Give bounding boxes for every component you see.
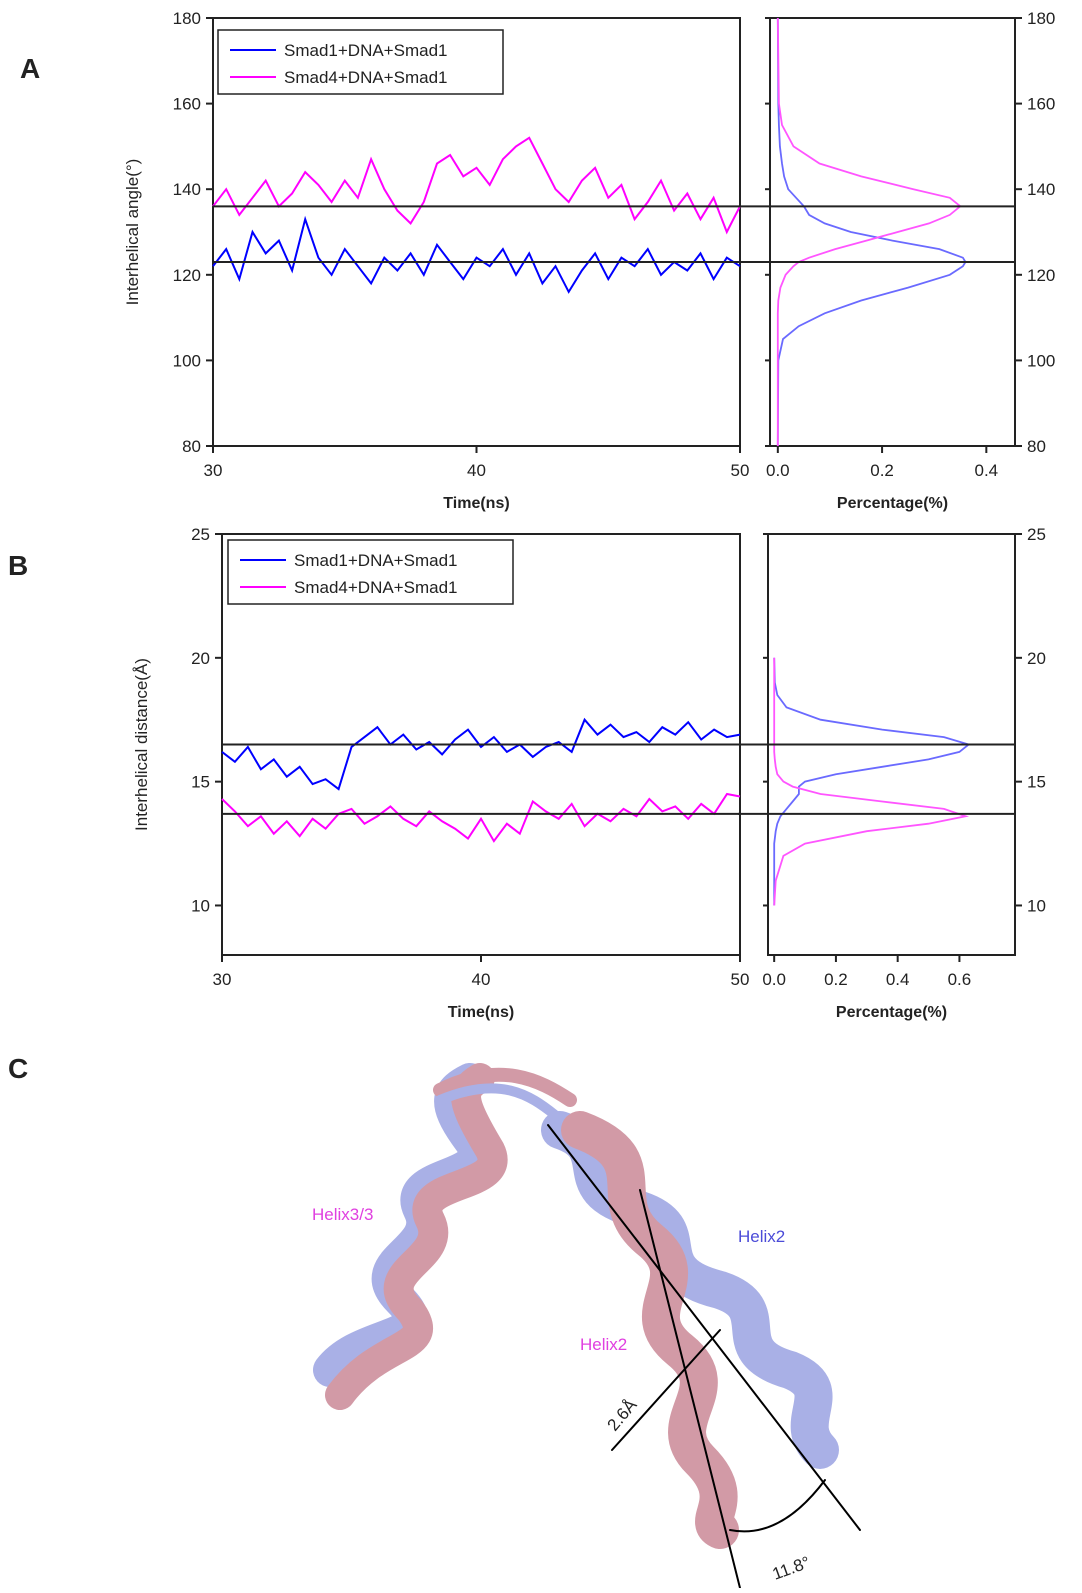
distribution-curve xyxy=(774,658,969,906)
y-tick-label: 25 xyxy=(191,525,210,544)
legend-label: Smad1+DNA+Smad1 xyxy=(284,41,447,60)
y-tick-label: 15 xyxy=(191,773,210,792)
series-line xyxy=(213,138,740,232)
x-axis-label: Time(ns) xyxy=(443,495,509,512)
series-line xyxy=(213,219,740,292)
x-tick-label: 40 xyxy=(467,461,486,480)
x-tick-label: 50 xyxy=(731,461,750,480)
y-tick-label: 100 xyxy=(173,351,201,370)
figure: A B C Helix3/3 Helix2 Helix2 2.6Å 11.8° … xyxy=(0,0,1082,1588)
y-tick-label: 160 xyxy=(173,95,201,114)
y-tick-label: 140 xyxy=(1027,180,1055,199)
y-tick-label: 10 xyxy=(191,896,210,915)
y-tick-label: 80 xyxy=(1027,437,1046,456)
panel-label: A xyxy=(20,53,40,84)
x-tick-label: 30 xyxy=(213,970,232,989)
x-tick-label: 0.0 xyxy=(762,970,786,989)
x-tick-label: 0.2 xyxy=(824,970,848,989)
x-tick-label: 50 xyxy=(731,970,750,989)
x-tick-label: 30 xyxy=(204,461,223,480)
y-tick-label: 20 xyxy=(1027,649,1046,668)
helix-label: Helix2 xyxy=(580,1335,627,1354)
y-tick-label: 80 xyxy=(182,437,201,456)
plot-frame xyxy=(770,18,1015,446)
y-tick-label: 10 xyxy=(1027,896,1046,915)
y-tick-label: 15 xyxy=(1027,773,1046,792)
panel-label: C xyxy=(8,1053,28,1084)
x-tick-label: 0.4 xyxy=(886,970,910,989)
y-axis-label: Interhelical distance(Å) xyxy=(132,658,151,831)
panel-label: B xyxy=(8,550,28,581)
x-axis-label: Percentage(%) xyxy=(837,495,948,512)
x-tick-label: 0.0 xyxy=(766,461,790,480)
angle-arc xyxy=(730,1480,825,1531)
x-tick-label: 0.2 xyxy=(870,461,894,480)
angle-label: 11.8° xyxy=(770,1553,813,1584)
helix-label: Helix2 xyxy=(738,1227,785,1246)
helix-structure xyxy=(330,1075,860,1588)
legend-label: Smad4+DNA+Smad1 xyxy=(284,68,447,87)
x-tick-label: 0.6 xyxy=(948,970,972,989)
series-line xyxy=(222,720,740,789)
y-tick-label: 120 xyxy=(173,266,201,285)
x-axis-label: Percentage(%) xyxy=(836,1004,947,1021)
x-tick-label: 40 xyxy=(472,970,491,989)
y-tick-label: 120 xyxy=(1027,266,1055,285)
legend-label: Smad4+DNA+Smad1 xyxy=(294,578,457,597)
x-tick-label: 0.4 xyxy=(975,461,999,480)
legend-label: Smad1+DNA+Smad1 xyxy=(294,551,457,570)
y-tick-label: 160 xyxy=(1027,95,1055,114)
y-tick-label: 100 xyxy=(1027,351,1055,370)
distribution-curve xyxy=(774,658,965,906)
distance-label: 2.6Å xyxy=(604,1395,641,1435)
y-axis-label: Interhelical angle(°) xyxy=(123,159,142,306)
y-tick-label: 180 xyxy=(173,9,201,28)
x-axis-label: Time(ns) xyxy=(448,1004,514,1021)
series-line xyxy=(222,794,740,841)
y-tick-label: 180 xyxy=(1027,9,1055,28)
y-tick-label: 140 xyxy=(173,180,201,199)
y-tick-label: 25 xyxy=(1027,525,1046,544)
distribution-curve xyxy=(778,18,961,446)
distribution-curve xyxy=(778,18,966,446)
y-tick-label: 20 xyxy=(191,649,210,668)
helix-label: Helix3/3 xyxy=(312,1205,373,1224)
